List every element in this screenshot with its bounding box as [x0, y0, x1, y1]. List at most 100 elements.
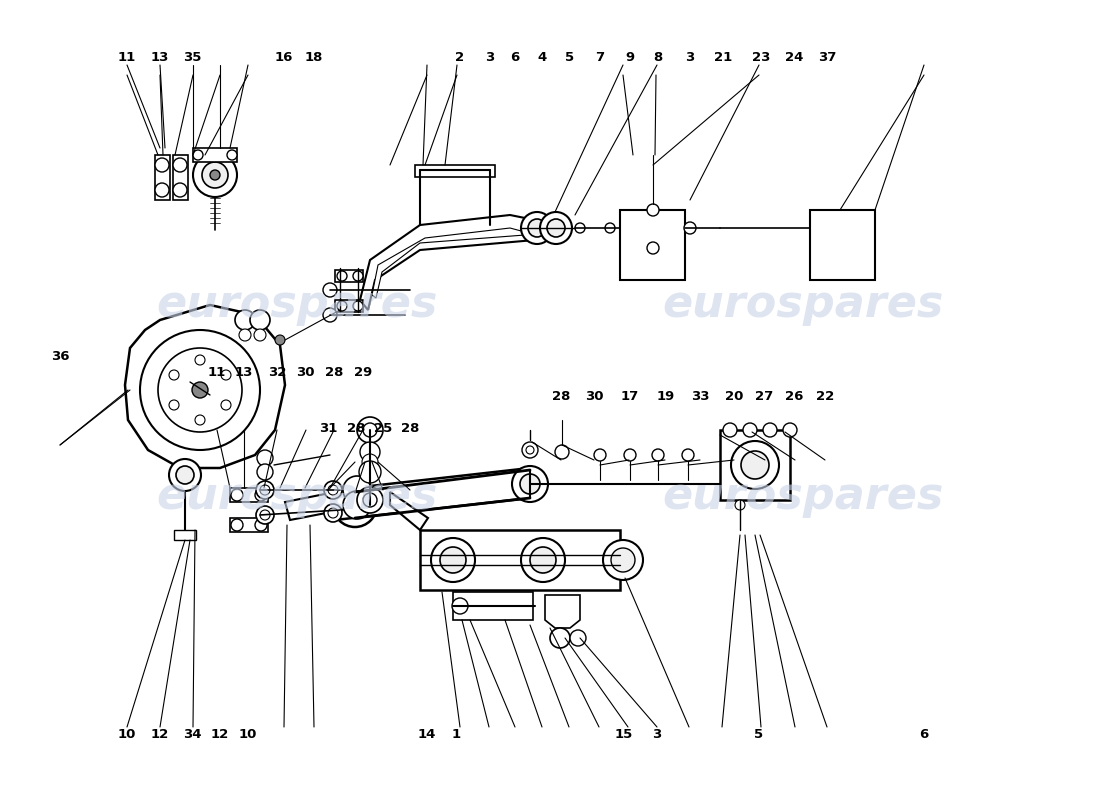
Bar: [336, 270, 363, 282]
Circle shape: [603, 540, 644, 580]
Bar: [336, 300, 363, 312]
Circle shape: [324, 481, 342, 499]
Circle shape: [173, 158, 187, 172]
Circle shape: [512, 466, 548, 502]
Bar: [620, 210, 685, 280]
Circle shape: [652, 449, 664, 461]
Circle shape: [363, 423, 377, 437]
Circle shape: [431, 538, 475, 582]
Text: 5: 5: [565, 51, 574, 64]
Circle shape: [221, 370, 231, 380]
Text: 14: 14: [418, 728, 436, 741]
Text: 22: 22: [816, 390, 834, 402]
Polygon shape: [360, 215, 535, 310]
Circle shape: [440, 547, 466, 573]
Circle shape: [260, 510, 270, 520]
Circle shape: [452, 598, 468, 614]
Circle shape: [594, 449, 606, 461]
Circle shape: [358, 417, 383, 443]
Circle shape: [275, 335, 285, 345]
Circle shape: [256, 481, 274, 499]
Circle shape: [359, 461, 381, 483]
Circle shape: [684, 222, 696, 234]
Circle shape: [353, 271, 363, 281]
Text: 35: 35: [184, 51, 201, 64]
Text: 6: 6: [510, 51, 519, 64]
Circle shape: [610, 548, 635, 572]
Text: 1: 1: [452, 728, 461, 741]
Text: 4: 4: [538, 51, 547, 64]
Circle shape: [682, 449, 694, 461]
Circle shape: [547, 219, 565, 237]
Text: 17: 17: [620, 390, 638, 402]
Circle shape: [783, 423, 798, 437]
Circle shape: [260, 485, 270, 495]
Circle shape: [195, 355, 205, 365]
Circle shape: [647, 204, 659, 216]
Circle shape: [255, 519, 267, 531]
Circle shape: [227, 150, 236, 160]
Polygon shape: [285, 488, 362, 520]
Text: 5: 5: [755, 728, 763, 741]
Circle shape: [257, 464, 273, 480]
Circle shape: [528, 219, 546, 237]
Text: 28: 28: [552, 390, 570, 402]
Circle shape: [192, 153, 236, 197]
Circle shape: [521, 538, 565, 582]
Circle shape: [169, 459, 201, 491]
Text: 10: 10: [239, 728, 256, 741]
Circle shape: [735, 500, 745, 510]
Bar: [415, 165, 495, 177]
Text: 28: 28: [348, 422, 365, 434]
Circle shape: [323, 308, 337, 322]
Text: 3: 3: [485, 51, 494, 64]
Circle shape: [358, 487, 383, 513]
Circle shape: [192, 382, 208, 398]
Circle shape: [239, 329, 251, 341]
Circle shape: [250, 310, 270, 330]
Circle shape: [169, 370, 179, 380]
Circle shape: [342, 492, 369, 518]
Circle shape: [540, 212, 572, 244]
Text: 15: 15: [615, 728, 632, 741]
Text: 30: 30: [585, 390, 603, 402]
Bar: [230, 518, 268, 532]
Text: eurospares: eurospares: [662, 474, 944, 518]
Text: 19: 19: [657, 390, 674, 402]
Text: 11: 11: [208, 366, 226, 378]
Circle shape: [522, 442, 538, 458]
Circle shape: [235, 310, 255, 330]
Circle shape: [741, 451, 769, 479]
Text: 3: 3: [652, 728, 661, 741]
Bar: [810, 210, 875, 280]
Text: 26: 26: [785, 390, 803, 402]
Text: 13: 13: [151, 51, 168, 64]
Circle shape: [647, 242, 659, 254]
Circle shape: [202, 162, 228, 188]
Circle shape: [742, 423, 757, 437]
Text: 2: 2: [455, 51, 464, 64]
Circle shape: [550, 628, 570, 648]
Text: 6: 6: [920, 728, 928, 741]
Circle shape: [255, 489, 267, 501]
Circle shape: [343, 476, 371, 504]
Text: 37: 37: [818, 51, 836, 64]
Circle shape: [624, 449, 636, 461]
Text: 29: 29: [354, 366, 372, 378]
Text: 13: 13: [235, 366, 253, 378]
Circle shape: [521, 212, 553, 244]
Circle shape: [530, 547, 556, 573]
Polygon shape: [125, 305, 285, 468]
Circle shape: [155, 183, 169, 197]
Text: 28: 28: [402, 422, 419, 434]
Circle shape: [333, 483, 377, 527]
Circle shape: [140, 330, 260, 450]
Text: 32: 32: [268, 366, 286, 378]
Text: 28: 28: [326, 366, 343, 378]
Bar: [453, 592, 534, 620]
Circle shape: [520, 474, 540, 494]
Text: 8: 8: [653, 51, 662, 64]
Circle shape: [328, 508, 338, 518]
Text: 9: 9: [626, 51, 635, 64]
Circle shape: [324, 504, 342, 522]
